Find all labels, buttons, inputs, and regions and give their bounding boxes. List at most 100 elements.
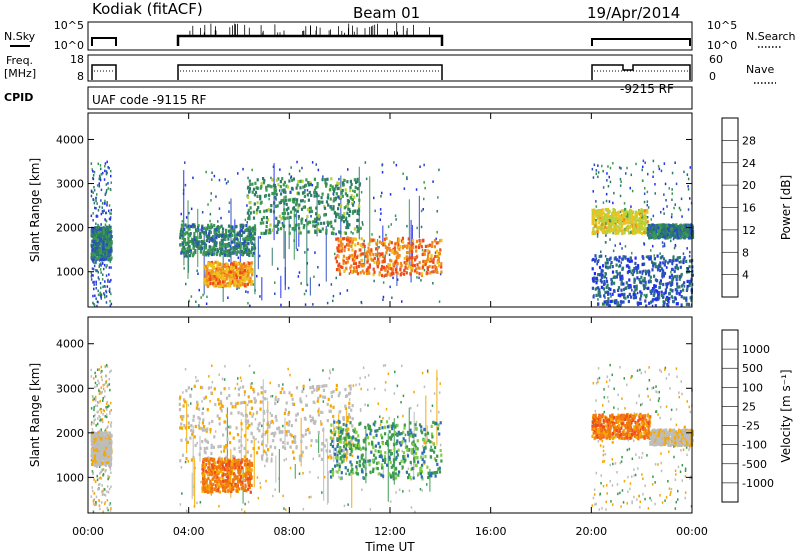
heatmap-cell: [192, 238, 195, 242]
speckle-point: [382, 281, 385, 284]
speckle-point: [321, 411, 324, 414]
heatmap-cell: [231, 225, 234, 229]
heatmap-cell: [636, 276, 639, 280]
heatmap-cell: [418, 266, 421, 270]
heatmap-cell: [408, 264, 411, 268]
heatmap-cell: [292, 227, 295, 231]
speckle-point: [612, 249, 615, 253]
heatmap-cell: [108, 233, 111, 237]
speckle-point: [597, 175, 599, 179]
speckle-point: [106, 264, 108, 267]
heatmap-cell: [231, 280, 235, 284]
heatmap-cell: [183, 232, 186, 236]
heatmap-cell: [315, 206, 318, 210]
speckle-point: [631, 189, 634, 193]
heatmap-cell: [204, 265, 207, 269]
heatmap-cell: [352, 210, 355, 214]
speckle-point: [670, 488, 673, 491]
speckle-point: [298, 271, 301, 274]
heatmap-cell: [385, 246, 388, 250]
heatmap-cell: [370, 248, 373, 252]
heatmap-cell: [214, 260, 217, 264]
speckle-point: [684, 496, 686, 500]
speckle-point: [96, 474, 98, 478]
speckle-point: [95, 283, 97, 286]
heatmap-cell: [219, 248, 223, 252]
speckle-point: [242, 414, 244, 417]
heatmap-cell: [666, 233, 669, 237]
heatmap-cell: [211, 225, 214, 229]
speckle-point: [105, 211, 107, 215]
speckle-point: [663, 212, 665, 215]
heatmap-cell: [251, 229, 254, 233]
speckle-point: [613, 387, 615, 390]
heatmap-cell: [271, 191, 274, 196]
speckle-point: [298, 169, 301, 173]
heatmap-cell: [610, 279, 613, 283]
freq-trace-3: [591, 64, 691, 80]
speckle-point: [619, 210, 622, 214]
speckle-point: [236, 382, 239, 386]
heatmap-cell: [233, 279, 236, 283]
heatmap-cell: [639, 297, 642, 301]
speckle-point: [102, 387, 105, 391]
heatmap-cell: [676, 258, 679, 262]
heatmap-cell: [662, 282, 665, 287]
heatmap-cell: [591, 214, 594, 218]
speckle-point: [190, 402, 192, 405]
speckle-point: [179, 503, 182, 506]
speckle-point: [200, 296, 202, 299]
heatmap-cell: [617, 288, 620, 292]
heatmap-cell: [370, 258, 374, 262]
heatmap-cell: [633, 231, 636, 235]
speckle-point: [619, 177, 622, 181]
speckle-point: [315, 163, 317, 166]
heatmap-cell: [269, 231, 272, 235]
heatmap-cell: [348, 214, 351, 218]
heatmap-cell: [608, 224, 611, 228]
heatmap-cell: [641, 262, 644, 267]
heatmap-cell: [252, 216, 256, 220]
heatmap-cell: [238, 230, 241, 234]
heatmap-cell: [330, 177, 333, 181]
speckle-point: [635, 162, 637, 166]
heatmap-cell: [650, 235, 653, 240]
heatmap-cell: [396, 246, 399, 250]
heatmap-cell: [341, 246, 344, 250]
heatmap-cell: [407, 237, 410, 241]
speckle-point: [302, 507, 305, 511]
speckle-point: [339, 431, 341, 435]
speckle-point: [401, 443, 403, 446]
speckle-point: [207, 254, 210, 257]
heatmap-cell: [604, 213, 607, 217]
heatmap-cell: [284, 198, 287, 203]
speckle-point: [635, 401, 638, 405]
heatmap-cell: [210, 260, 213, 265]
heatmap-cell: [346, 180, 349, 184]
heatmap-cell: [239, 271, 242, 275]
speckle-point: [407, 467, 410, 470]
heatmap-cell: [186, 250, 189, 254]
heatmap-cell: [617, 225, 620, 229]
streak-mark: [298, 229, 300, 247]
heatmap-cell: [348, 207, 351, 212]
heatmap-cell: [685, 234, 689, 238]
speckle-point: [674, 161, 676, 164]
heatmap-cell: [325, 184, 328, 188]
speckle-point: [304, 303, 307, 306]
heatmap-cell: [591, 286, 594, 290]
heatmap-cell: [392, 262, 395, 267]
heatmap-cell: [271, 228, 274, 232]
heatmap-cell: [237, 262, 240, 266]
heatmap-cell: [659, 231, 662, 235]
heatmap-cell: [209, 269, 212, 273]
heatmap-cell: [689, 228, 692, 232]
heatmap-cell: [338, 182, 341, 186]
speckle-point: [108, 224, 111, 227]
speckle-point: [359, 409, 362, 412]
heatmap-cell: [663, 224, 666, 228]
heatmap-cell: [296, 198, 299, 202]
heatmap-cell: [295, 202, 298, 206]
heatmap-cell: [367, 242, 370, 246]
speckle-point: [438, 410, 440, 414]
